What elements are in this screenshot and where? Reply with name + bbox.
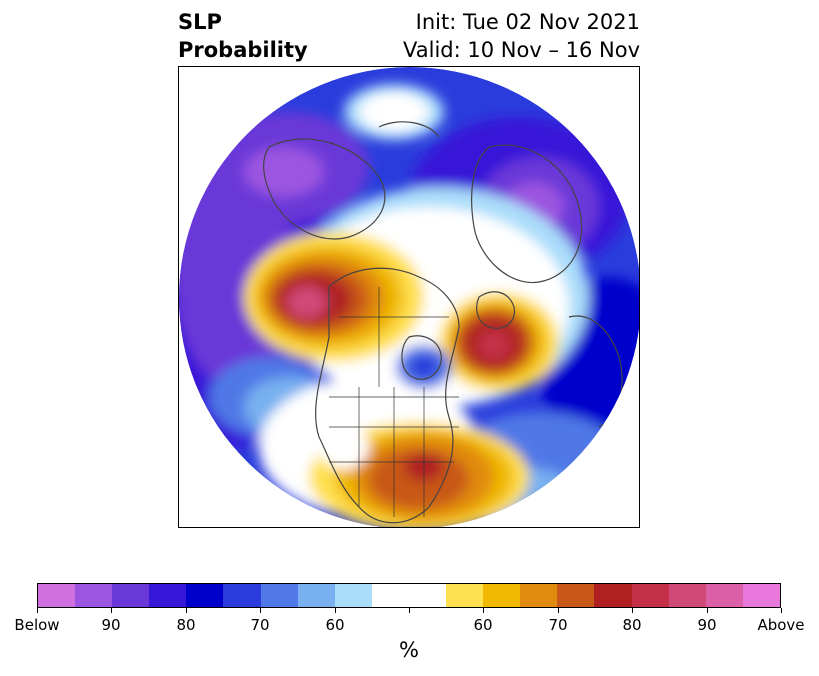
colorbar-label: 60 [325, 616, 345, 634]
neutral-southwest-us [319, 425, 369, 469]
colorbar-label: Below [14, 616, 60, 634]
colorbar-swatch [260, 584, 298, 607]
colorbar-swatch [186, 584, 224, 607]
title-variable: SLP Probability [178, 8, 308, 64]
colorbar-tick [37, 608, 38, 613]
colorbar-label: Above [757, 616, 805, 634]
globe-disc [179, 67, 639, 527]
init-date: Init: Tue 02 Nov 2021 [415, 10, 640, 34]
colorbar [37, 583, 781, 608]
colorbar-tick [260, 608, 261, 613]
below-region-nw-core [244, 147, 324, 197]
colorbar-tick [632, 608, 633, 613]
title-line-slp: SLP [178, 10, 222, 34]
above-region-west-6 [287, 286, 327, 318]
colorbar-tick [483, 608, 484, 613]
colorbar-tick [558, 608, 559, 613]
colorbar-tick [335, 608, 336, 613]
colorbar-swatch [334, 584, 372, 607]
colorbar-tick [111, 608, 112, 613]
above-region-east-5 [478, 331, 510, 359]
colorbar-label: 70 [250, 616, 270, 634]
colorbar-label: 60 [473, 616, 493, 634]
colorbar-swatch [112, 584, 150, 607]
map-frame [178, 66, 640, 528]
boundaries [329, 287, 459, 517]
colorbar-units: % [399, 638, 419, 662]
colorbar-swatch [705, 584, 743, 607]
valid-range: Valid: 10 Nov – 16 Nov [403, 38, 640, 62]
colorbar-label: 70 [548, 616, 568, 634]
colorbar-swatch [149, 584, 187, 607]
colorbar-tick [409, 608, 410, 613]
colorbar-swatch [483, 584, 521, 607]
colorbar-swatch [520, 584, 558, 607]
below-region-hudson-core [409, 355, 439, 379]
colorbar-swatch [446, 584, 484, 607]
colorbar-tick [186, 608, 187, 613]
colorbar-swatch [594, 584, 632, 607]
colorbar-swatch [668, 584, 706, 607]
colorbar-swatch [75, 584, 113, 607]
colorbar-swatch [297, 584, 335, 607]
colorbar-label: 90 [101, 616, 121, 634]
colorbar-label: 80 [622, 616, 642, 634]
colorbar-swatch [223, 584, 261, 607]
colorbar-swatch [371, 584, 409, 607]
colorbar-swatch [742, 584, 780, 607]
colorbar-swatch [408, 584, 447, 607]
colorbar-label: 80 [176, 616, 196, 634]
colorbar-swatch [631, 584, 669, 607]
title-dates: Init: Tue 02 Nov 2021 Valid: 10 Nov – 16… [403, 8, 640, 64]
colorbar-tick [781, 608, 782, 613]
title-line-probability: Probability [178, 38, 308, 62]
colorbar-tick [707, 608, 708, 613]
probability-map [179, 67, 639, 527]
colorbar-label: 90 [697, 616, 717, 634]
neutral-arctic-north-core [359, 92, 429, 132]
colorbar-swatch [557, 584, 595, 607]
colorbar-swatch [38, 584, 76, 607]
